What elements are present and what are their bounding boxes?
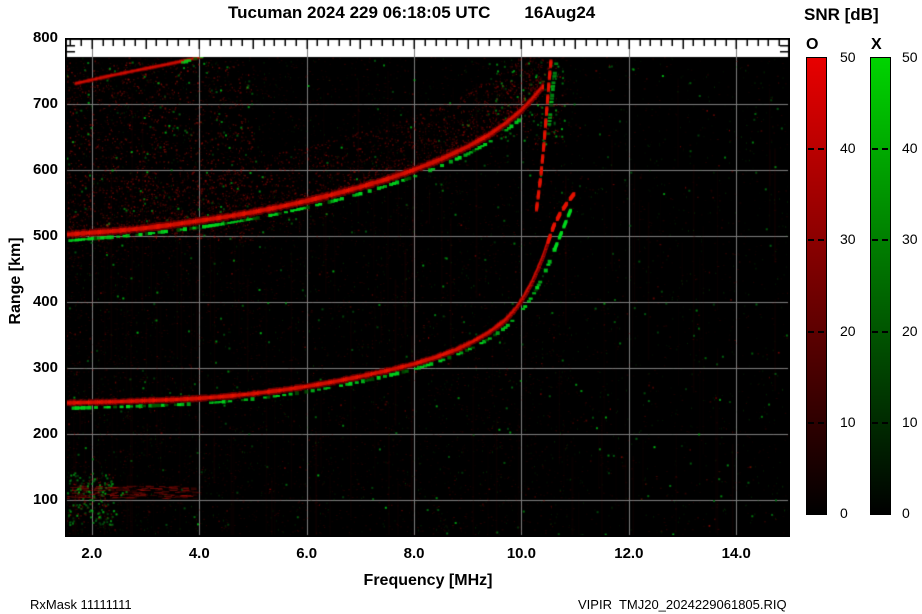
colorbar-tick-dash — [818, 330, 824, 333]
colorbar-o-tick-label: 40 — [840, 140, 856, 157]
colorbar-o-tick-label: 10 — [840, 413, 856, 430]
colorbar-tick-dash — [872, 421, 878, 424]
colorbar-o-tick-label: 50 — [840, 49, 856, 65]
colorbar-o-tick-label: 30 — [840, 231, 856, 248]
x-tick-label: 12.0 — [614, 545, 644, 562]
x-tick-label: 14.0 — [721, 545, 751, 562]
colorbar-tick-dash — [872, 330, 878, 333]
x-tick-label: 2.0 — [81, 545, 103, 562]
x-tick-label: 10.0 — [506, 545, 537, 562]
colorbar-tick-dash — [882, 148, 888, 151]
plot-title: Tucuman 2024 229 06:18:05 UTC — [228, 3, 491, 22]
plot-title-row: Tucuman 2024 229 06:18:05 UTC 16Aug24 — [228, 3, 595, 23]
y-tick-label: 800 — [32, 29, 58, 46]
colorbar-x-tick-label: 40 — [902, 140, 918, 157]
y-tick-label: 500 — [32, 227, 58, 244]
colorbar-tick-dash — [872, 239, 878, 242]
colorbar-tick-dash — [818, 421, 824, 424]
y-tick-label: 300 — [32, 359, 58, 376]
x-tick-label: 4.0 — [188, 545, 210, 562]
y-tick-label: 100 — [32, 491, 58, 508]
x-axis-title: Frequency [MHz] — [363, 572, 493, 589]
colorbar-tick-dash — [882, 421, 888, 424]
colorbar-tick-dash — [818, 239, 824, 242]
y-tick-label: 600 — [32, 161, 58, 178]
colorbar-tick-dash — [808, 330, 814, 333]
colorbar-x-tick-label: 30 — [902, 231, 918, 248]
y-tick-label: 700 — [32, 95, 58, 112]
colorbar-tick-dash — [808, 148, 814, 151]
colorbar-title: SNR [dB] — [804, 5, 879, 24]
colorbar-o-bar — [806, 57, 827, 515]
colorbar-x-tick-label: 20 — [902, 322, 918, 339]
ionogram-canvas — [65, 38, 790, 537]
y-tick-label: 200 — [32, 425, 58, 442]
x-tick-label: 6.0 — [296, 545, 318, 562]
colorbar-x-tick-label: 50 — [902, 49, 918, 65]
colorbar-tick-dash — [872, 148, 878, 151]
y-tick-label: 400 — [32, 293, 58, 310]
colorbar-x-tick-label: 10 — [902, 413, 918, 430]
colorbar-o-mode-label: O — [806, 36, 819, 53]
colorbar-x-bar — [870, 57, 891, 515]
colorbar-x-mode-label: X — [871, 36, 882, 53]
plot-date: 16Aug24 — [524, 3, 596, 22]
colorbar-tick-dash — [808, 239, 814, 242]
x-tick-label: 8.0 — [403, 545, 425, 562]
footer-filename: VIPIR TMJ20_2024229061805.RIQ — [578, 597, 787, 612]
colorbar-x-tick-label: 0 — [902, 505, 910, 521]
footer-rxmask: RxMask 11111111 — [30, 597, 132, 612]
colorbar-tick-dash — [808, 421, 814, 424]
colorbar-o-tick-label: 0 — [840, 505, 848, 521]
colorbar-tick-dash — [882, 330, 888, 333]
colorbar-o-tick-label: 20 — [840, 322, 856, 339]
colorbar-tick-dash — [818, 148, 824, 151]
colorbar-tick-dash — [882, 239, 888, 242]
